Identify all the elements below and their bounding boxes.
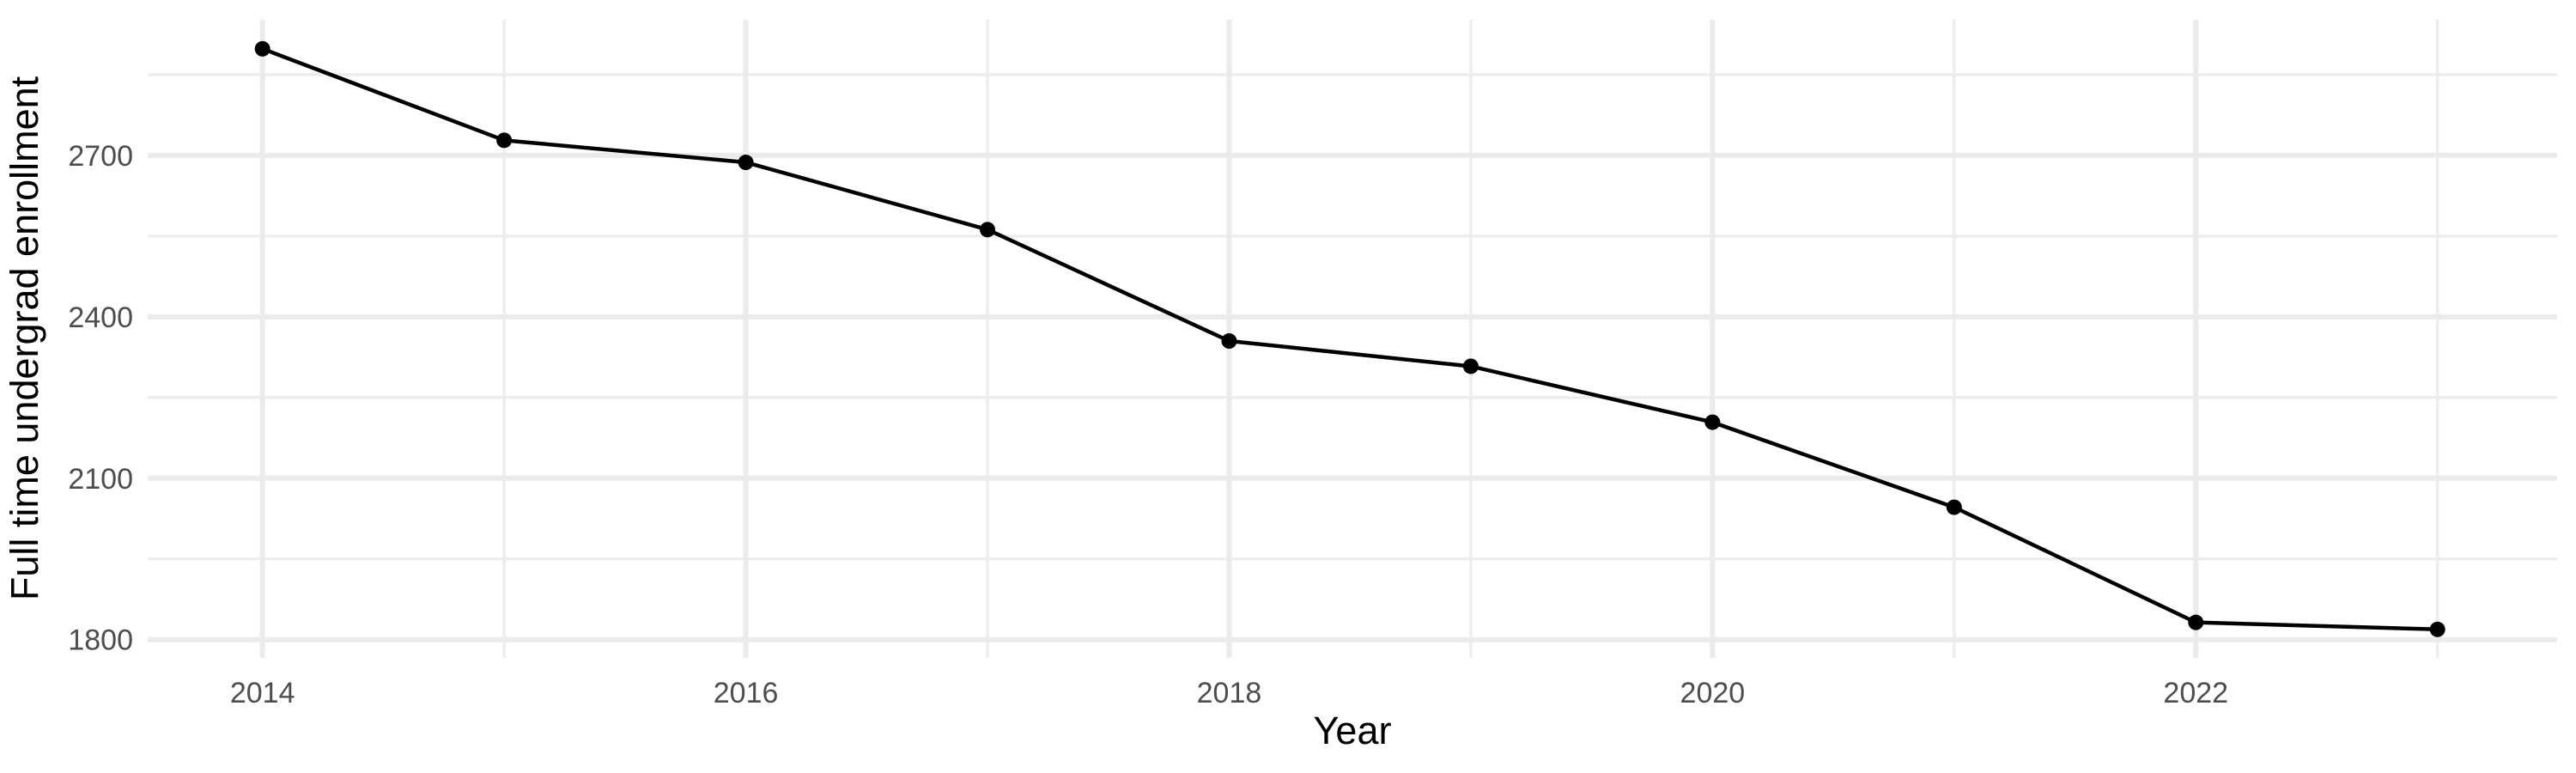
data-point [1704, 414, 1721, 430]
y-tick-label: 1800 [68, 624, 133, 657]
data-point [496, 132, 513, 149]
y-tick-label: 2400 [68, 301, 133, 334]
x-tick-label: 2020 [1680, 677, 1746, 709]
data-point [1946, 499, 1962, 515]
gridlines-minor [148, 20, 2557, 658]
data-series [254, 40, 2445, 637]
y-tick-label: 2700 [68, 140, 133, 173]
x-tick-label: 2018 [1197, 677, 1262, 709]
data-point [1462, 358, 1479, 374]
y-tick-label: 2100 [68, 463, 133, 496]
data-point [1221, 333, 1237, 350]
y-axis-title: Full time undergrad enrollment [3, 76, 46, 600]
data-point [2188, 614, 2204, 630]
data-point [738, 155, 754, 171]
gridlines-major [148, 20, 2557, 658]
enrollment-trend-line [260, 46, 2439, 632]
data-point [2429, 621, 2445, 637]
x-tick-label: 2016 [714, 677, 779, 709]
x-axis-title: Year [1314, 709, 1392, 752]
x-tick-label: 2014 [230, 677, 295, 709]
data-point [254, 40, 270, 57]
data-point [980, 222, 996, 238]
axis-tick-labels: 2014 2016 2018 2020 2022 1800 2100 2400 2700 [68, 140, 2228, 709]
x-tick-label: 2022 [2163, 677, 2228, 709]
